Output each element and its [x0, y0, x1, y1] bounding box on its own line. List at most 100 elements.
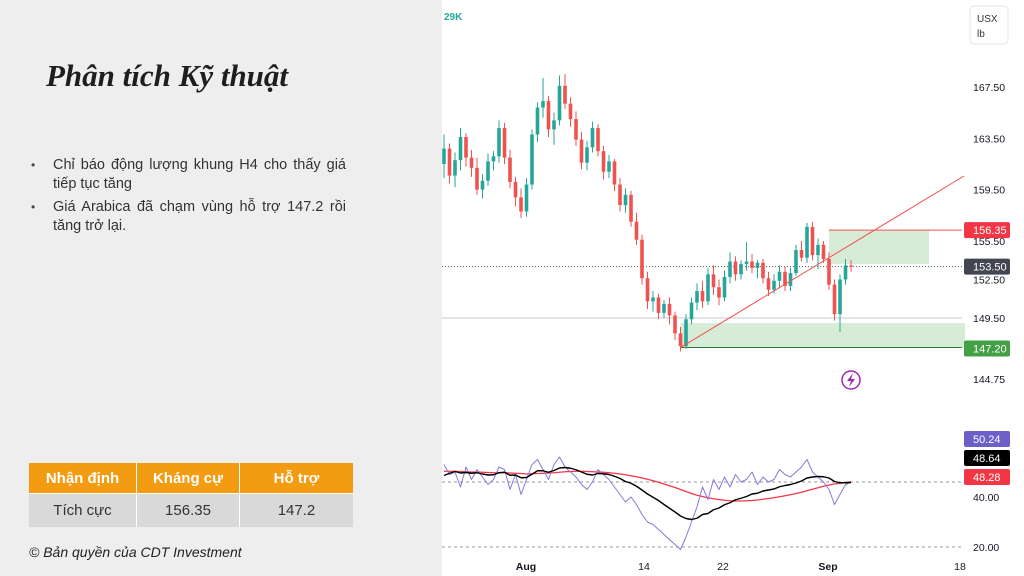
trendline — [680, 175, 965, 348]
svg-text:153.50: 153.50 — [973, 262, 1007, 274]
candle — [711, 265, 716, 295]
svg-text:50.24: 50.24 — [973, 434, 1001, 446]
candle — [629, 190, 633, 227]
candle — [777, 265, 782, 288]
chart-background — [442, 0, 1024, 576]
candle — [497, 120, 501, 163]
time-tick-label: 22 — [717, 561, 729, 573]
oscillator-fast-value: 50.24 — [964, 431, 1010, 447]
candle — [673, 311, 677, 340]
candle — [739, 260, 743, 280]
candle — [744, 242, 749, 271]
candle — [733, 256, 738, 281]
bullet-list: Chỉ báo động lượng khung H4 cho thấy giá… — [30, 156, 346, 240]
candle — [574, 111, 578, 147]
candle — [728, 252, 732, 284]
price-tick-label: 144.75 — [973, 374, 1005, 386]
svg-text:147.20: 147.20 — [973, 344, 1007, 356]
support-zone — [680, 323, 965, 348]
candle — [634, 212, 639, 245]
candle — [596, 124, 600, 157]
unit-box[interactable] — [969, 5, 1009, 45]
trendline-layer — [680, 175, 965, 348]
candles-layer — [442, 74, 853, 352]
oscillator-signal-line — [444, 470, 852, 502]
oscillator-tick-label: 40.00 — [973, 492, 999, 504]
candle — [645, 271, 650, 310]
candle — [750, 253, 754, 274]
bullet-item: Chỉ báo động lượng khung H4 cho thấy giá… — [30, 156, 346, 194]
table-header-row: Nhận định Kháng cự Hỗ trợ — [29, 463, 353, 494]
candle — [552, 112, 556, 145]
candle — [546, 95, 551, 138]
candle — [442, 134, 446, 179]
price-tick-label: 163.50 — [973, 133, 1005, 145]
candle — [513, 176, 518, 207]
lightning-icon[interactable] — [841, 370, 861, 390]
candle — [722, 270, 727, 302]
unit-label-currency: USX — [977, 14, 998, 25]
candle — [607, 155, 611, 179]
time-tick-label: 18 — [954, 561, 966, 573]
price-tick-label: 159.50 — [973, 185, 1005, 197]
candle — [849, 260, 853, 272]
candle — [695, 283, 699, 311]
candle — [640, 234, 644, 285]
candle — [541, 78, 545, 118]
price-chart[interactable]: 167.50 163.50 159.50 155.50 152.50 149.50 144.… — [442, 0, 1024, 576]
candle — [447, 143, 452, 184]
bullet-item: Giá Arabica đã chạm vùng hỗ trợ 147.2 rồ… — [30, 198, 346, 236]
candle — [794, 244, 798, 276]
price-tick-label: 149.50 — [973, 313, 1005, 325]
candle — [568, 97, 573, 127]
candle — [761, 258, 765, 284]
table-cell-outlook: Tích cực — [29, 493, 137, 527]
candle — [843, 258, 848, 285]
candle — [684, 314, 688, 349]
candle — [783, 266, 787, 292]
candle — [475, 157, 479, 195]
candle — [612, 158, 617, 191]
candle — [832, 279, 837, 321]
oscillator-fast-line — [443, 456, 852, 550]
price-tick-label: 167.50 — [973, 82, 1005, 94]
candle — [805, 223, 809, 263]
candle — [557, 75, 562, 126]
candle — [717, 279, 721, 306]
candle — [535, 102, 540, 143]
candle — [601, 146, 606, 180]
candle — [618, 178, 622, 212]
chart-title-fragment: 29K — [444, 12, 463, 23]
levels-table: Nhận định Kháng cự Hỗ trợ Tích cực 156.3… — [29, 463, 353, 527]
time-tick-label: 14 — [638, 561, 650, 573]
candle — [689, 297, 694, 325]
candle — [623, 188, 628, 213]
candle — [700, 280, 705, 308]
copyright-text: © Bản quyền của CDT Investment — [29, 544, 242, 560]
price-tick-label: 152.50 — [973, 275, 1005, 287]
time-tick-label: Aug — [516, 561, 536, 573]
candle — [579, 131, 584, 170]
candle — [656, 293, 661, 320]
oscillator-slow-value: 48.64 — [964, 450, 1010, 466]
candle — [821, 241, 826, 263]
svg-text:48.64: 48.64 — [973, 453, 1001, 465]
candle — [651, 291, 655, 312]
oscillator-slow-line — [443, 466, 852, 521]
candle — [788, 267, 793, 292]
resistance-price-label: 156.35 — [964, 222, 1010, 239]
candle — [524, 178, 529, 217]
time-axis: Aug 14 22 Sep 18 — [516, 561, 966, 573]
candle — [469, 149, 474, 177]
oscillator-layer — [442, 456, 962, 550]
candle — [662, 300, 666, 318]
table-header-support: Hỗ trợ — [239, 463, 353, 494]
oscillator-signal-value: 48.28 — [964, 469, 1010, 485]
candle — [755, 260, 760, 279]
resistance-zone — [829, 230, 929, 265]
svg-text:48.28: 48.28 — [973, 472, 1001, 484]
candle — [766, 271, 771, 297]
candle — [585, 140, 589, 171]
candle — [530, 129, 534, 190]
candle — [706, 267, 710, 306]
